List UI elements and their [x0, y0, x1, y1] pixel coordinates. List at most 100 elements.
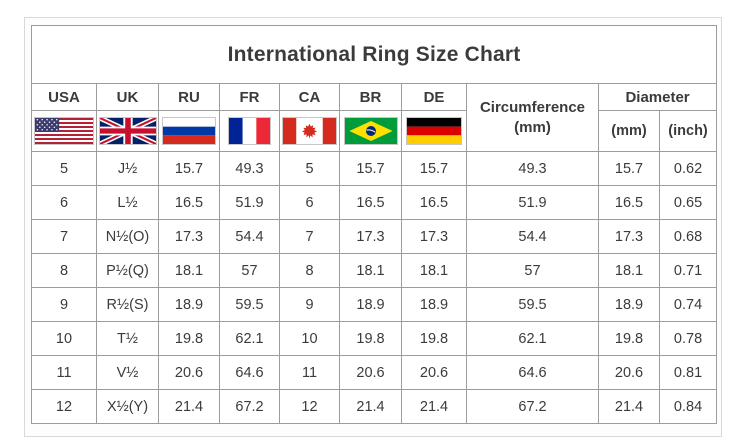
- cell-usa-size: 5: [31, 151, 97, 186]
- table-row: 8 P½(Q) 18.1 57 8 18.1 18.1 57 18.1 0.71: [31, 253, 718, 288]
- cell-fr-size: 67.2: [219, 389, 280, 424]
- cell-circumference: 67.2: [466, 389, 599, 424]
- cell-ca-size: 10: [279, 321, 340, 356]
- cell-diameter-inch: 0.84: [658, 389, 718, 424]
- cell-ru-size: 16.5: [158, 185, 220, 220]
- column-header-ca: CA: [279, 83, 340, 111]
- cell-br-size: 19.8: [339, 321, 402, 356]
- cell-ca-size: 5: [279, 151, 340, 186]
- cell-ru-size: 21.4: [158, 389, 220, 424]
- cell-circumference: 57: [466, 253, 599, 288]
- table-row: 11 V½ 20.6 64.6 11 20.6 20.6 64.6 20.6 0…: [31, 355, 718, 390]
- cell-diameter-inch: 0.71: [658, 253, 718, 288]
- cell-de-size: 18.1: [401, 253, 467, 288]
- cell-uk-size: P½(Q): [96, 253, 159, 288]
- france-flag-icon: [228, 117, 271, 145]
- column-header-diameter: Diameter: [597, 83, 718, 111]
- cell-usa-size: 8: [31, 253, 97, 288]
- table-row: 5 J½ 15.7 49.3 5 15.7 15.7 49.3 15.7 0.6…: [31, 151, 718, 186]
- cell-uk-size: V½: [96, 355, 159, 390]
- cell-circumference: 59.5: [466, 287, 599, 322]
- ring-size-table: International Ring Size Chart USA UK RU …: [30, 25, 718, 424]
- uk-flag-cell: [96, 110, 159, 152]
- cell-br-size: 18.9: [339, 287, 402, 322]
- table-row: 12 X½(Y) 21.4 67.2 12 21.4 21.4 67.2 21.…: [31, 389, 718, 424]
- cell-diameter-mm: 16.5: [598, 185, 660, 220]
- cell-de-size: 17.3: [401, 219, 467, 254]
- table-row: 6 L½ 16.5 51.9 6 16.5 16.5 51.9 16.5 0.6…: [31, 185, 718, 220]
- cell-fr-size: 51.9: [219, 185, 280, 220]
- cell-usa-size: 12: [31, 389, 97, 424]
- cell-usa-size: 6: [31, 185, 97, 220]
- cell-fr-size: 64.6: [219, 355, 280, 390]
- cell-usa-size: 10: [31, 321, 97, 356]
- cell-fr-size: 49.3: [219, 151, 280, 186]
- cell-ca-size: 8: [279, 253, 340, 288]
- cell-diameter-mm: 15.7: [598, 151, 660, 186]
- cell-ca-size: 7: [279, 219, 340, 254]
- column-header-usa: USA: [31, 83, 97, 111]
- cell-de-size: 16.5: [401, 185, 467, 220]
- cell-br-size: 16.5: [339, 185, 402, 220]
- cell-uk-size: T½: [96, 321, 159, 356]
- title-row: International Ring Size Chart: [30, 25, 718, 84]
- cell-usa-size: 7: [31, 219, 97, 254]
- canada-flag-icon: [282, 117, 337, 145]
- cell-de-size: 21.4: [401, 389, 467, 424]
- usa-flag-cell: [31, 110, 97, 152]
- cell-fr-size: 59.5: [219, 287, 280, 322]
- germany-flag-cell: [401, 110, 467, 152]
- cell-ru-size: 19.8: [158, 321, 220, 356]
- cell-diameter-inch: 0.62: [658, 151, 718, 186]
- table-row: 10 T½ 19.8 62.1 10 19.8 19.8 62.1 19.8 0…: [31, 321, 718, 356]
- cell-circumference: 49.3: [466, 151, 599, 186]
- cell-diameter-inch: 0.81: [658, 355, 718, 390]
- cell-diameter-mm: 18.1: [598, 253, 660, 288]
- column-header-ru: RU: [158, 83, 220, 111]
- cell-diameter-mm: 20.6: [598, 355, 660, 390]
- column-header-uk: UK: [96, 83, 159, 111]
- cell-ca-size: 6: [279, 185, 340, 220]
- cell-diameter-mm: 19.8: [598, 321, 660, 356]
- cell-ca-size: 9: [279, 287, 340, 322]
- france-flag-cell: [219, 110, 280, 152]
- table-row: 7 N½(O) 17.3 54.4 7 17.3 17.3 54.4 17.3 …: [31, 219, 718, 254]
- cell-br-size: 15.7: [339, 151, 402, 186]
- brazil-flag-cell: [339, 110, 402, 152]
- cell-ru-size: 18.1: [158, 253, 220, 288]
- cell-de-size: 20.6: [401, 355, 467, 390]
- cell-br-size: 17.3: [339, 219, 402, 254]
- cell-ru-size: 18.9: [158, 287, 220, 322]
- circumference-label: Circumference: [479, 99, 586, 116]
- cell-ru-size: 15.7: [158, 151, 220, 186]
- cell-circumference: 54.4: [466, 219, 599, 254]
- cell-diameter-inch: 0.68: [658, 219, 718, 254]
- cell-fr-size: 54.4: [219, 219, 280, 254]
- cell-br-size: 21.4: [339, 389, 402, 424]
- cell-usa-size: 9: [31, 287, 97, 322]
- circumference-unit: (mm): [514, 118, 551, 136]
- cell-diameter-inch: 0.78: [658, 321, 718, 356]
- flags-row: (mm) (inch): [31, 110, 718, 152]
- cell-fr-size: 57: [219, 253, 280, 288]
- cell-ca-size: 12: [279, 389, 340, 424]
- uk-flag-icon: [98, 117, 157, 145]
- usa-flag-icon: [34, 117, 94, 145]
- diameter-mm-subheader: (mm): [598, 110, 660, 152]
- diameter-inch-subheader: (inch): [658, 110, 718, 152]
- cell-uk-size: N½(O): [96, 219, 159, 254]
- cell-br-size: 18.1: [339, 253, 402, 288]
- russia-flag-icon: [162, 117, 216, 145]
- cell-uk-size: L½: [96, 185, 159, 220]
- cell-usa-size: 11: [31, 355, 97, 390]
- cell-de-size: 19.8: [401, 321, 467, 356]
- germany-flag-icon: [406, 117, 462, 145]
- column-header-de: DE: [401, 83, 467, 111]
- cell-diameter-inch: 0.65: [658, 185, 718, 220]
- russia-flag-cell: [158, 110, 220, 152]
- cell-circumference: 51.9: [466, 185, 599, 220]
- cell-circumference: 64.6: [466, 355, 599, 390]
- brazil-flag-icon: [343, 117, 398, 145]
- cell-diameter-inch: 0.74: [658, 287, 718, 322]
- canada-flag-cell: [279, 110, 340, 152]
